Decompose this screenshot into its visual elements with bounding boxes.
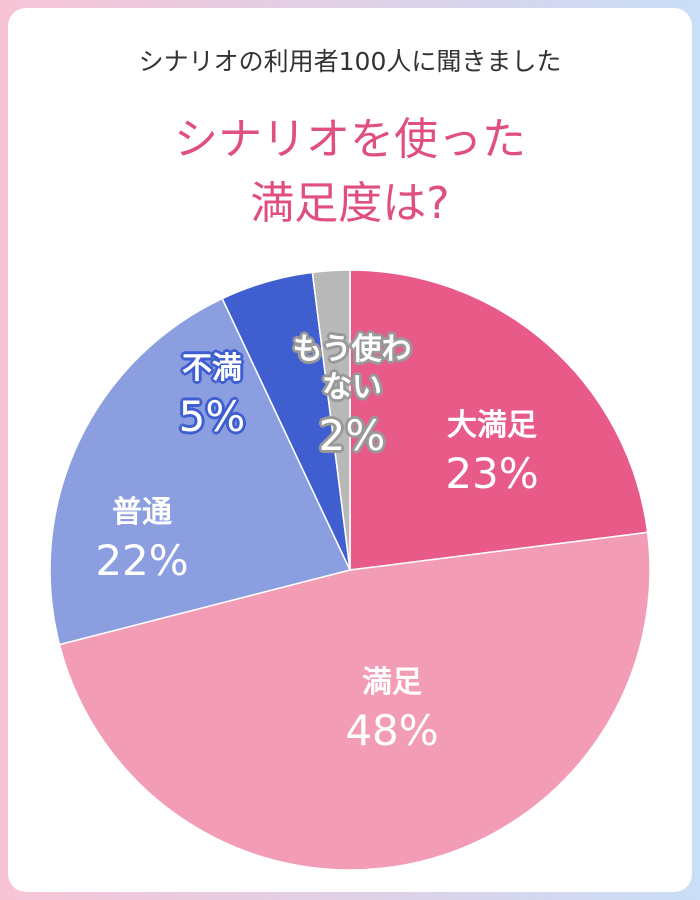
slice-label: 満足 48%	[345, 664, 438, 760]
pie-slice	[49, 297, 352, 646]
value-label: 48%	[345, 706, 439, 755]
category-label: 不満	[181, 351, 242, 386]
value-label: 5%	[178, 392, 246, 441]
slice-label: もう使わない 2%	[282, 331, 422, 465]
chart-title: シナリオを使った満足度は?	[174, 114, 526, 229]
slice-label: 不満 5%	[179, 350, 246, 446]
value-label: 23%	[445, 449, 539, 498]
value-label: 2%	[318, 411, 386, 460]
category-label: 普通	[111, 495, 172, 530]
pie-slice	[58, 531, 651, 871]
category-label: もう使わない	[292, 332, 412, 405]
slice-label: 大満足 23%	[445, 407, 538, 503]
slice-label: 普通 22%	[95, 494, 188, 590]
category-label: 大満足	[446, 408, 537, 443]
category-label: 満足	[361, 665, 422, 700]
chart-subtitle: シナリオの利用者100人に聞きました	[138, 47, 562, 76]
value-label: 22%	[95, 536, 189, 585]
pie-slice	[349, 269, 649, 571]
pie-slice	[311, 269, 351, 571]
